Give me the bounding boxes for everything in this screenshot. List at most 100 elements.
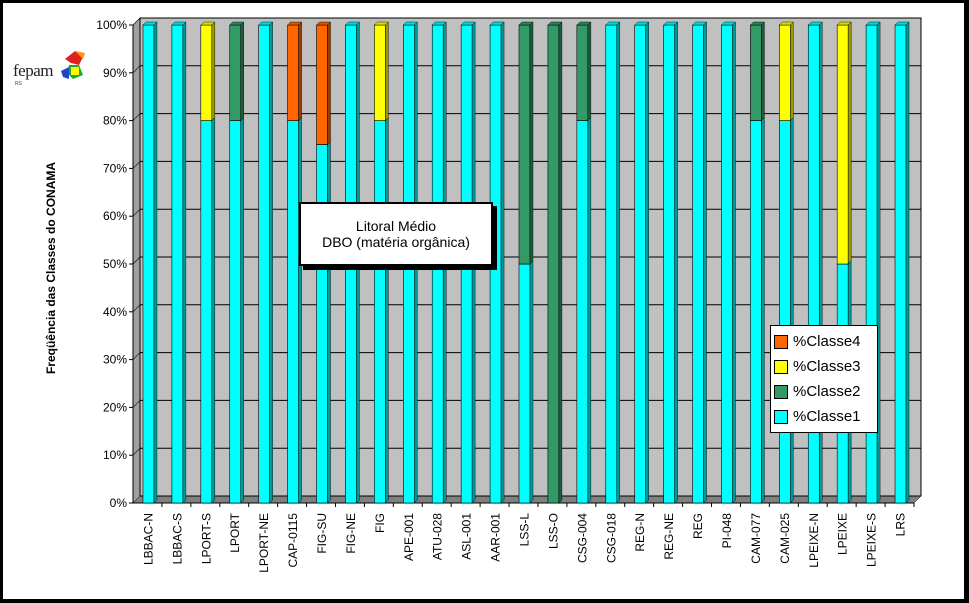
bar-classe1 [750, 120, 762, 504]
y-tick-label: 40% [103, 305, 127, 319]
x-tick-label: APE-001 [402, 513, 416, 561]
bar-classe3-side [790, 21, 794, 122]
bar-classe2-side [761, 21, 765, 122]
x-tick-label: LPEIXE [836, 513, 850, 555]
bar-classe1-top [894, 21, 910, 26]
x-tick-label: CAM-025 [778, 513, 792, 564]
bar-classe1 [605, 24, 618, 504]
logo-emblem-icon [61, 51, 85, 79]
bar-classe1-side [182, 21, 187, 504]
x-tick-label: LPORT-NE [257, 513, 271, 573]
bar-classe1 [200, 120, 213, 504]
gridline-side [132, 113, 141, 121]
bar-classe1 [258, 24, 270, 504]
x-tick-label: FIG-NE [344, 513, 358, 554]
bar-classe1-side [732, 21, 736, 504]
x-tick-label: AAR-001 [489, 513, 503, 562]
y-tick-label: 60% [103, 209, 127, 223]
bar-classe1 [692, 24, 704, 504]
bar-classe1-top [807, 21, 823, 26]
bar-classe2-side [587, 21, 592, 122]
bar-classe4-top [287, 21, 303, 26]
y-tick-label: 20% [103, 400, 127, 414]
bar-classe1-top [460, 21, 476, 26]
bar-classe1 [229, 120, 242, 504]
x-tick-label: REG [691, 513, 705, 539]
bar-classe2-top [229, 21, 245, 26]
legend-swatch-classe4 [774, 334, 788, 349]
bar-classe2 [576, 24, 589, 121]
x-tick-label: LPEIXE-S [865, 513, 879, 567]
x-tick-label: ATU-028 [431, 513, 445, 560]
x-tick-label: LSS-O [546, 513, 560, 549]
bar-classe1-side [298, 117, 302, 504]
bar-classe1-side [674, 21, 678, 504]
y-tick-label: 90% [103, 66, 127, 80]
bar-classe4-top [316, 21, 332, 26]
bar-classe1 [779, 120, 791, 504]
gridline-side [132, 17, 141, 26]
x-tick-label: LSS-L [518, 513, 532, 547]
bar-classe1-side [761, 117, 765, 504]
bar-classe1-side [385, 117, 389, 504]
bar-classe3-top [778, 21, 794, 26]
y-tick-label: 10% [103, 448, 127, 462]
x-tick-label: ASL-001 [460, 513, 474, 560]
bar-classe1 [287, 120, 299, 504]
bar-classe1-side [500, 21, 505, 504]
bar-classe3-top [836, 21, 852, 26]
bar-classe1 [721, 24, 733, 504]
bar-classe1-top [258, 21, 274, 26]
y-tick-label: 50% [103, 257, 127, 271]
bar-classe1 [518, 263, 531, 504]
legend-item-classe1: %Classe1 [771, 404, 877, 429]
chart-title-box: Litoral Médio DBO (matéria orgânica) [299, 202, 493, 266]
legend-label-classe3: %Classe3 [793, 358, 861, 375]
chart-subtitle: DBO (matéria orgânica) [322, 234, 470, 250]
bar-classe1-top [865, 21, 881, 26]
gridline-side [132, 65, 141, 74]
bar-classe2 [547, 24, 560, 504]
bar-classe4-side [298, 21, 302, 122]
legend-item-classe3: %Classe3 [771, 354, 877, 379]
bar-classe1-side [327, 141, 331, 504]
x-tick-label: CSG-004 [575, 513, 589, 563]
bar-classe3-side [211, 21, 216, 122]
bar-classe1 [634, 24, 647, 504]
bar-classe3-side [385, 21, 389, 122]
bar-classe1-top [431, 21, 447, 26]
chart-frame: 0% 10% 20% 30% 40% 50% 60% 70% 80% 90% 100% LBBAC-N… [3, 3, 964, 599]
x-tick-label: LBBAC-S [170, 513, 184, 564]
x-tick-label: CAM-077 [749, 513, 763, 564]
bar-classe1-side [240, 117, 244, 504]
gridline-side [132, 208, 141, 217]
x-tick-label: REG-NE [662, 513, 676, 560]
bar-classe2-side [529, 21, 534, 265]
legend: %Classe4 %Classe3 %Classe2 %Classe1 [770, 325, 878, 433]
stacked-bar-chart: 0% 10% 20% 30% 40% 50% 60% 70% 80% 90% 100% LBBAC-N… [96, 17, 922, 573]
logo-text: fepam [13, 61, 53, 80]
bar-classe3-top [373, 21, 389, 26]
bar-classe3-side [847, 21, 852, 265]
bar-classe2 [518, 24, 531, 265]
x-tick-label: LPORT [228, 512, 242, 552]
bar-classe2-top [518, 21, 534, 26]
fepam-logo: fepam RS [13, 49, 87, 89]
bar-classe2-top [576, 21, 592, 26]
bar-classe1-top [171, 21, 187, 26]
legend-swatch-classe1 [774, 409, 788, 424]
x-tick-label: PI-048 [720, 513, 734, 549]
bar-classe1-side [790, 117, 794, 504]
bar-classe1-top [720, 21, 736, 26]
y-tick-label: 80% [103, 114, 127, 128]
bar-classe3 [779, 24, 791, 121]
bar-classe1-top [489, 21, 505, 26]
x-tick-label: REG-N [633, 513, 647, 552]
bar-classe1 [374, 120, 386, 504]
x-tick-label: CSG-018 [604, 513, 618, 563]
bar-classe1-side [703, 21, 707, 504]
bar-classe1 [576, 120, 589, 504]
legend-swatch-classe2 [774, 384, 788, 399]
bar-classe1-side [269, 21, 273, 504]
bar-classe2-top [749, 21, 765, 26]
